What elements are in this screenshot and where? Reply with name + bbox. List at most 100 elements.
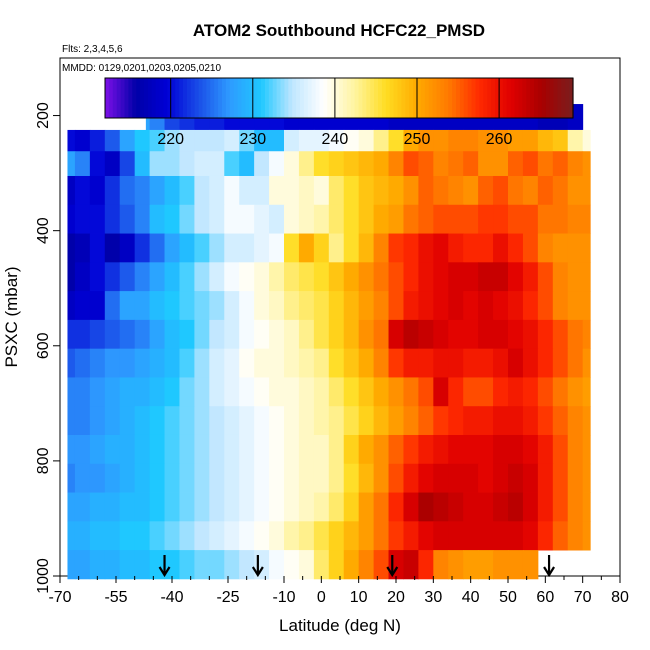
heatmap-cell bbox=[209, 291, 225, 321]
colorbar-segment bbox=[498, 78, 504, 118]
heatmap-cell bbox=[567, 434, 584, 465]
heatmap-cell bbox=[373, 151, 390, 177]
y-tick-label: 600 bbox=[35, 332, 52, 359]
colorbar-segment bbox=[417, 78, 422, 118]
heatmap-cell bbox=[343, 550, 360, 580]
heatmap-cell bbox=[358, 175, 375, 206]
heatmap-cell bbox=[328, 151, 345, 177]
colorbar-segment bbox=[331, 78, 336, 118]
colorbar-segment bbox=[358, 78, 363, 118]
heatmap-cell bbox=[298, 377, 315, 407]
heatmap-cell bbox=[298, 521, 315, 551]
heatmap-cell bbox=[463, 348, 479, 378]
heatmap-cell bbox=[552, 151, 569, 177]
heatmap-cell bbox=[194, 521, 210, 551]
heatmap-cell bbox=[74, 291, 91, 321]
colorbar-segment bbox=[136, 78, 141, 118]
heatmap-cell bbox=[493, 492, 509, 522]
heatmap-cell bbox=[284, 204, 300, 234]
heatmap-cell bbox=[567, 262, 584, 292]
heatmap-cell bbox=[328, 319, 345, 350]
heatmap-cell bbox=[328, 406, 345, 436]
heatmap-cell bbox=[224, 319, 240, 350]
colorbar-segment bbox=[397, 78, 402, 118]
heatmap-cell bbox=[74, 262, 91, 292]
heatmap-cell bbox=[418, 233, 434, 263]
heatmap-cell bbox=[388, 233, 404, 263]
heatmap-cell bbox=[149, 492, 166, 522]
heatmap-cell bbox=[388, 463, 404, 493]
colorbar-tick-label: 240 bbox=[322, 131, 349, 148]
heatmap-cell bbox=[552, 319, 569, 350]
x-tick-label: -55 bbox=[104, 589, 127, 606]
heatmap-cell bbox=[313, 348, 330, 378]
heatmap-cell bbox=[537, 319, 554, 350]
heatmap-cell bbox=[567, 129, 584, 152]
heatmap-cell bbox=[373, 129, 390, 152]
heatmap-cell bbox=[149, 406, 166, 436]
heatmap-cell bbox=[403, 377, 419, 407]
heatmap-cell bbox=[522, 129, 539, 152]
heatmap-cell bbox=[269, 129, 285, 152]
heatmap-cell bbox=[239, 377, 255, 407]
colorbar-segment bbox=[569, 78, 574, 118]
heatmap-cell bbox=[313, 550, 330, 580]
heatmap-cell bbox=[254, 348, 270, 378]
heatmap-cell bbox=[67, 262, 76, 292]
heatmap-cell bbox=[508, 377, 524, 407]
y-tick-label: 400 bbox=[35, 217, 52, 244]
colorbar-segment bbox=[179, 78, 184, 118]
heatmap-cell bbox=[358, 129, 375, 152]
heatmap-cell bbox=[433, 550, 449, 580]
heatmap-cell bbox=[67, 204, 76, 234]
heatmap-cell bbox=[67, 129, 76, 152]
heatmap-cell bbox=[478, 204, 494, 234]
heatmap-cell bbox=[358, 262, 375, 292]
heatmap-cell bbox=[328, 463, 345, 493]
heatmap-cell bbox=[224, 204, 240, 234]
heatmap-cell bbox=[582, 463, 591, 493]
heatmap-cell bbox=[254, 406, 270, 436]
colorbar-segment bbox=[534, 78, 539, 118]
heatmap-cell bbox=[552, 377, 569, 407]
heatmap-cell bbox=[284, 319, 300, 350]
colorbar-segment bbox=[120, 78, 126, 118]
colorbar-segment bbox=[362, 78, 367, 118]
colorbar-segment bbox=[342, 78, 348, 118]
heatmap-cell bbox=[508, 151, 524, 177]
heatmap-cell bbox=[328, 521, 345, 551]
colorbar-segment bbox=[393, 78, 399, 118]
heatmap-cell bbox=[448, 129, 464, 152]
colorbar-frame bbox=[104, 77, 574, 119]
colorbar-segment bbox=[229, 78, 235, 118]
heatmap-cell bbox=[89, 492, 106, 522]
colorbar-segment bbox=[491, 78, 496, 118]
heatmap-cell bbox=[493, 233, 509, 263]
heatmap-cell bbox=[313, 291, 330, 321]
heatmap-cell bbox=[269, 319, 285, 350]
heatmap-cell bbox=[119, 406, 136, 436]
heatmap-cell bbox=[373, 377, 390, 407]
heatmap-cell bbox=[194, 175, 210, 206]
heatmap-cell bbox=[74, 377, 91, 407]
x-tick-label: 10 bbox=[350, 589, 368, 606]
heatmap-cell bbox=[298, 233, 315, 263]
heatmap-cell bbox=[254, 291, 270, 321]
heatmap-cell bbox=[164, 406, 180, 436]
heatmap-cell bbox=[269, 406, 285, 436]
heatmap-cell bbox=[478, 550, 494, 580]
heatmap-cell bbox=[328, 550, 345, 580]
heatmap-cell bbox=[298, 175, 315, 206]
heatmap-cell bbox=[164, 233, 180, 263]
colorbar-segment bbox=[459, 78, 465, 118]
heatmap-cell bbox=[522, 434, 539, 465]
heatmap-cell bbox=[313, 463, 330, 493]
heatmap-cell bbox=[552, 262, 569, 292]
heatmap-cell bbox=[403, 521, 419, 551]
heatmap-cell bbox=[254, 262, 270, 292]
heatmap-cell bbox=[552, 233, 569, 263]
y-axis: 200 400 600 800 1000 bbox=[35, 102, 60, 594]
heatmap-cell bbox=[433, 521, 449, 551]
heatmap-cell bbox=[478, 377, 494, 407]
